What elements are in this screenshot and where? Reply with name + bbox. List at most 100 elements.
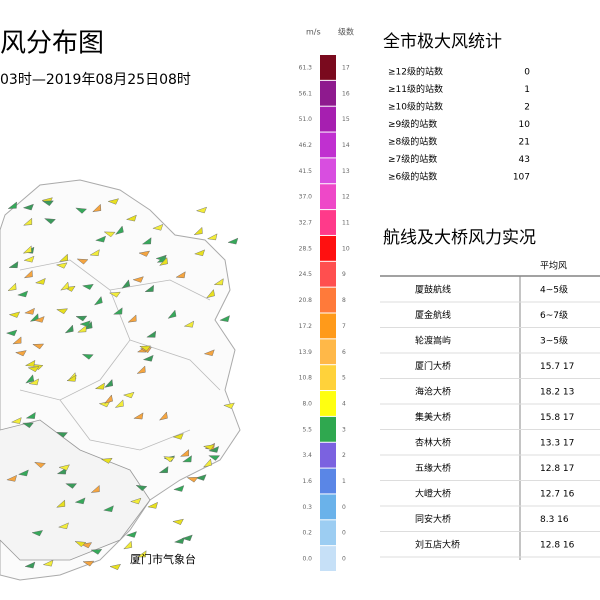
wind-barb xyxy=(95,235,106,243)
legend-ms: 10.8 xyxy=(299,375,313,382)
wind-barb xyxy=(89,249,100,257)
legend-ms: 46.2 xyxy=(299,142,313,149)
wind-barb xyxy=(25,411,36,419)
wind-barb xyxy=(203,349,215,357)
wind-barb xyxy=(103,231,116,238)
legend-level: 12 xyxy=(342,194,350,201)
wind-barb xyxy=(203,444,215,451)
wind-barb xyxy=(10,417,22,424)
legend-swatch xyxy=(320,494,336,520)
stats-panel: 全市极大风统计 ≥12级的站数 0 ≥11级的站数 1 ≥10级的站数 2 ≥9级的站数 10… xyxy=(383,32,530,183)
legend-swatch xyxy=(320,106,336,132)
wind-barb xyxy=(104,379,114,388)
legend-level: 2 xyxy=(342,452,346,459)
route-wind: 8.3 16 xyxy=(540,515,569,525)
stat-label: ≥12级的站数 xyxy=(388,66,443,78)
legend-swatch xyxy=(320,287,336,313)
wind-barb xyxy=(147,501,158,509)
legend-level: 0 xyxy=(342,530,346,537)
wind-barb xyxy=(158,411,168,421)
legend-unit: m/s xyxy=(306,28,321,37)
wind-barb xyxy=(136,550,147,558)
title: 风分布图 xyxy=(0,29,104,59)
wind-barb xyxy=(77,325,87,333)
wind-barb xyxy=(135,484,148,492)
legend-level: 5 xyxy=(342,375,346,382)
wind-barb xyxy=(173,485,185,492)
district-border xyxy=(19,259,221,451)
wind-barb xyxy=(24,359,36,367)
route-wind: 12.8 17 xyxy=(540,464,574,474)
wind-barb xyxy=(42,559,54,567)
map-label: 厦门市气象台 xyxy=(130,552,196,566)
wind-barb xyxy=(65,483,78,489)
wind-barb xyxy=(172,433,184,440)
wind-barb xyxy=(60,281,70,291)
legend-level: 7 xyxy=(342,323,346,330)
wind-barb xyxy=(94,382,105,390)
wind-barb xyxy=(24,307,35,315)
wind-barb xyxy=(31,530,43,537)
stat-value: 43 xyxy=(519,155,530,165)
wind-barb xyxy=(34,277,46,285)
wind-barb xyxy=(25,374,35,384)
wind-barb xyxy=(93,296,103,306)
wind-barb xyxy=(8,311,21,318)
wind-barb xyxy=(179,449,190,457)
legend-swatch xyxy=(320,546,336,571)
legend-swatch xyxy=(320,235,336,261)
wind-barb xyxy=(159,257,168,266)
route-name: 厦金航线 xyxy=(415,309,451,321)
route-wind: 6~7级 xyxy=(540,309,568,321)
wind-barb xyxy=(7,201,17,209)
wind-barb xyxy=(90,549,103,555)
wind-barb xyxy=(74,541,87,548)
wind-barb xyxy=(139,345,152,352)
legend-ms: 0.2 xyxy=(302,530,312,537)
wind-barb xyxy=(183,320,195,328)
stat-label: ≥7级的站数 xyxy=(388,153,437,165)
wind-barb xyxy=(195,206,207,214)
wind-barb xyxy=(156,255,166,263)
legend-ms: 3.4 xyxy=(302,452,312,459)
route-name: 海沧大桥 xyxy=(415,386,451,398)
wind-barb xyxy=(194,249,206,257)
legend-ms: 32.7 xyxy=(299,220,313,227)
route-wind: 12.8 16 xyxy=(540,541,575,551)
legend-swatch xyxy=(320,132,336,158)
route-wind: 18.2 13 xyxy=(540,388,574,398)
wind-barb xyxy=(100,457,113,464)
wind-barb xyxy=(109,563,121,571)
stat-value: 10 xyxy=(519,120,531,130)
legend-swatch xyxy=(320,520,336,546)
wind-barb xyxy=(208,455,221,461)
route-name: 同安大桥 xyxy=(415,513,451,525)
legend-level: 8 xyxy=(342,297,346,304)
route-name: 刘五店大桥 xyxy=(415,539,460,551)
wind-barb xyxy=(23,269,33,279)
route-name: 厦鼓航线 xyxy=(415,284,451,296)
wind-barb xyxy=(7,282,17,292)
wind-barb xyxy=(108,291,121,298)
legend-ms: 28.5 xyxy=(299,245,313,252)
legend-level: 0 xyxy=(342,504,346,511)
wind-barb xyxy=(133,412,144,420)
wind-barb xyxy=(15,350,27,357)
wind-barb xyxy=(173,537,185,544)
wind-barb xyxy=(113,307,123,315)
stat-label: ≥8级的站数 xyxy=(388,136,437,148)
wind-barb xyxy=(8,261,19,269)
legend-swatch xyxy=(320,442,336,468)
stat-label: ≥10级的站数 xyxy=(388,101,443,113)
legend-ms: 5.5 xyxy=(302,426,312,433)
legend-swatch xyxy=(320,80,336,106)
wind-barb xyxy=(22,245,32,254)
legend-level: 4 xyxy=(342,400,346,407)
legend-ms: 37.0 xyxy=(299,194,313,201)
wind-barb xyxy=(56,308,68,315)
legend-level: 10 xyxy=(342,245,350,252)
wind-barb xyxy=(121,279,131,289)
wind-barb xyxy=(181,534,193,542)
